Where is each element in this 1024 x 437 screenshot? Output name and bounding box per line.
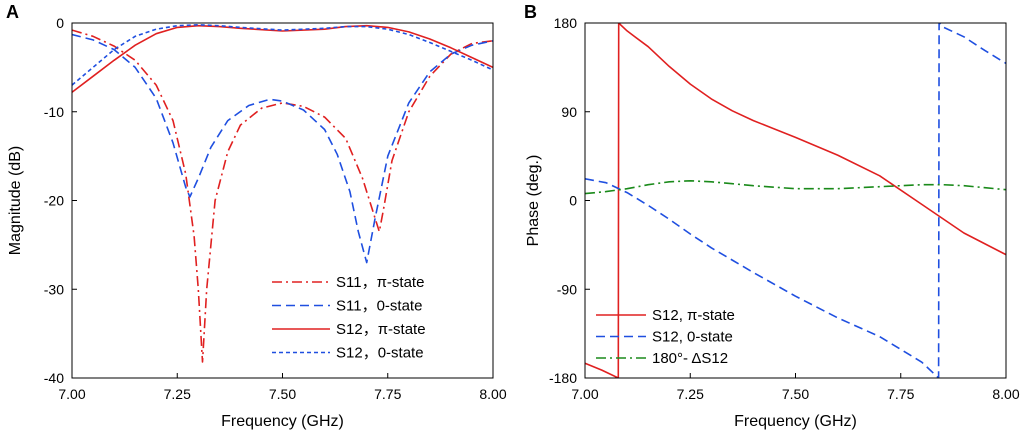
- x-axis-label: Frequency (GHz): [734, 413, 857, 430]
- y-tick-label: 0: [56, 15, 64, 31]
- panel-label: A: [6, 2, 19, 22]
- y-tick-label: -20: [44, 193, 64, 209]
- panel-a: 7.00 7.25 7.50 7.75 8.00 0 -10 -20 -30 -40 Frequen…: [6, 2, 507, 430]
- series-line-s12-0-state: [585, 23, 1006, 378]
- series-line-s12-pi-state: [585, 23, 1006, 378]
- x-tick-label: 8.00: [992, 386, 1019, 402]
- legend-label-s11-pi-state: S11，π-state: [336, 274, 424, 291]
- series-line-s12-0-state: [72, 23, 493, 86]
- y-tick-label: -30: [44, 281, 64, 297]
- y-tick-label: 90: [561, 104, 577, 120]
- series-line-s11-0-state: [72, 33, 493, 264]
- x-tick-label: 7.75: [887, 386, 914, 402]
- x-tick-label: 7.75: [374, 386, 401, 402]
- legend-label-s12-0-state: S12，0-state: [336, 345, 424, 362]
- x-tick-label: 7.25: [677, 386, 704, 402]
- y-axis-label: Phase (deg.): [525, 155, 542, 247]
- x-axis-label: Frequency (GHz): [221, 413, 344, 430]
- y-tick-label: -40: [44, 370, 64, 386]
- plot-area: [72, 23, 493, 363]
- x-tick-label: 8.00: [479, 386, 506, 402]
- x-tick-label: 7.00: [58, 386, 85, 402]
- legend-label-s11-0-state: S11，0-state: [336, 298, 422, 315]
- legend-label-180deg-s12: 180°- ΔS12: [652, 350, 728, 367]
- series-line-s12-pi-state: [72, 24, 493, 93]
- legend-label-s12-pi-state: S12, π-state: [652, 307, 735, 324]
- y-tick-label: -180: [549, 370, 577, 386]
- y-tick-label: -10: [44, 104, 64, 120]
- series-line-s11-pi-state: [72, 29, 493, 363]
- y-tick-label: -90: [557, 281, 577, 297]
- legend: S11，π-state S11，0-state S12，π-state S12，0-s…: [272, 274, 426, 362]
- plot-area: [585, 23, 1006, 378]
- y-tick-label: 180: [554, 15, 578, 31]
- panel-label: B: [524, 2, 537, 22]
- series-line-180deg-s12: [585, 180, 1006, 195]
- axes-frame: [584, 22, 1007, 379]
- x-tick-label: 7.25: [164, 386, 191, 402]
- legend-label-s12-pi-state: S12，π-state: [336, 321, 426, 338]
- x-tick-label: 7.00: [571, 386, 598, 402]
- x-tick-label: 7.50: [269, 386, 296, 402]
- panel-b: 7.00 7.25 7.50 7.75 8.00 180 90 0 -90 -180 Frequen…: [524, 2, 1020, 430]
- y-axis-label: Magnitude (dB): [7, 146, 24, 255]
- legend-label-s12-0-state: S12, 0-state: [652, 329, 733, 346]
- x-tick-label: 7.50: [782, 386, 809, 402]
- legend: S12, π-state S12, 0-state 180°- ΔS12: [596, 307, 735, 367]
- y-tick-label: 0: [569, 193, 577, 209]
